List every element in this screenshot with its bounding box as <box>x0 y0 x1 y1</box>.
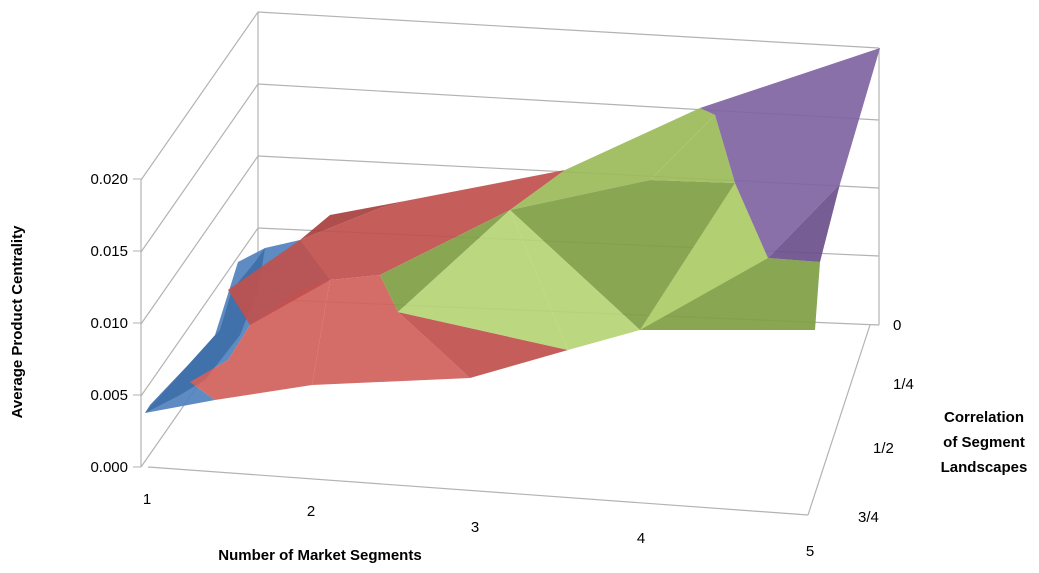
surface-facet <box>768 184 840 262</box>
x-tick-label: 4 <box>637 530 645 547</box>
y-axis-ticks: 0.000 0.005 0.010 0.015 0.020 <box>90 171 141 476</box>
surface-facet <box>228 170 565 325</box>
surface-facet <box>398 210 568 350</box>
y-tick-label: 0.000 <box>90 459 128 476</box>
surface-facet <box>700 48 880 258</box>
x-tick-label: 3 <box>471 519 479 536</box>
z-axis-title-line-3: Landscapes <box>941 459 1028 476</box>
x-axis-title: Number of Market Segments <box>218 547 421 564</box>
y-tick-label: 0.010 <box>90 315 128 332</box>
x-tick-label: 1 <box>143 491 151 508</box>
z-tick-label: 1/4 <box>893 376 914 393</box>
z-axis-ticks: 0 1/4 1/2 3/4 <box>858 317 914 526</box>
z-axis-title-line-1: Correlation <box>944 409 1024 426</box>
x-axis-ticks: 1 2 3 4 5 <box>143 491 814 560</box>
surface-facet <box>650 115 735 183</box>
x-axis-line <box>147 466 809 516</box>
z-tick-label: 3/4 <box>858 509 879 526</box>
floor-axes <box>147 324 871 516</box>
z-tick-label: 0 <box>893 317 901 334</box>
x-tick-label: 5 <box>806 543 814 560</box>
y-tick-label: 0.005 <box>90 387 128 404</box>
surface-facet <box>398 312 568 378</box>
surface-facet <box>380 210 510 312</box>
surface-plot <box>145 48 880 413</box>
y-tick-label: 0.015 <box>90 243 128 260</box>
surface-facet <box>312 275 470 385</box>
surface-facet <box>510 180 735 330</box>
x-tick-label: 2 <box>307 503 315 520</box>
surface-facet <box>640 183 768 330</box>
y-tick-label: 0.020 <box>90 171 128 188</box>
z-axis-title-line-2: of Segment <box>943 434 1025 451</box>
z-tick-label: 1/2 <box>873 440 894 457</box>
surface-facet <box>190 280 330 400</box>
y-axis-title: Average Product Centrality <box>9 225 26 418</box>
surface-facet <box>510 108 715 210</box>
surface-facet <box>510 210 640 350</box>
z-axis-line <box>807 324 871 516</box>
